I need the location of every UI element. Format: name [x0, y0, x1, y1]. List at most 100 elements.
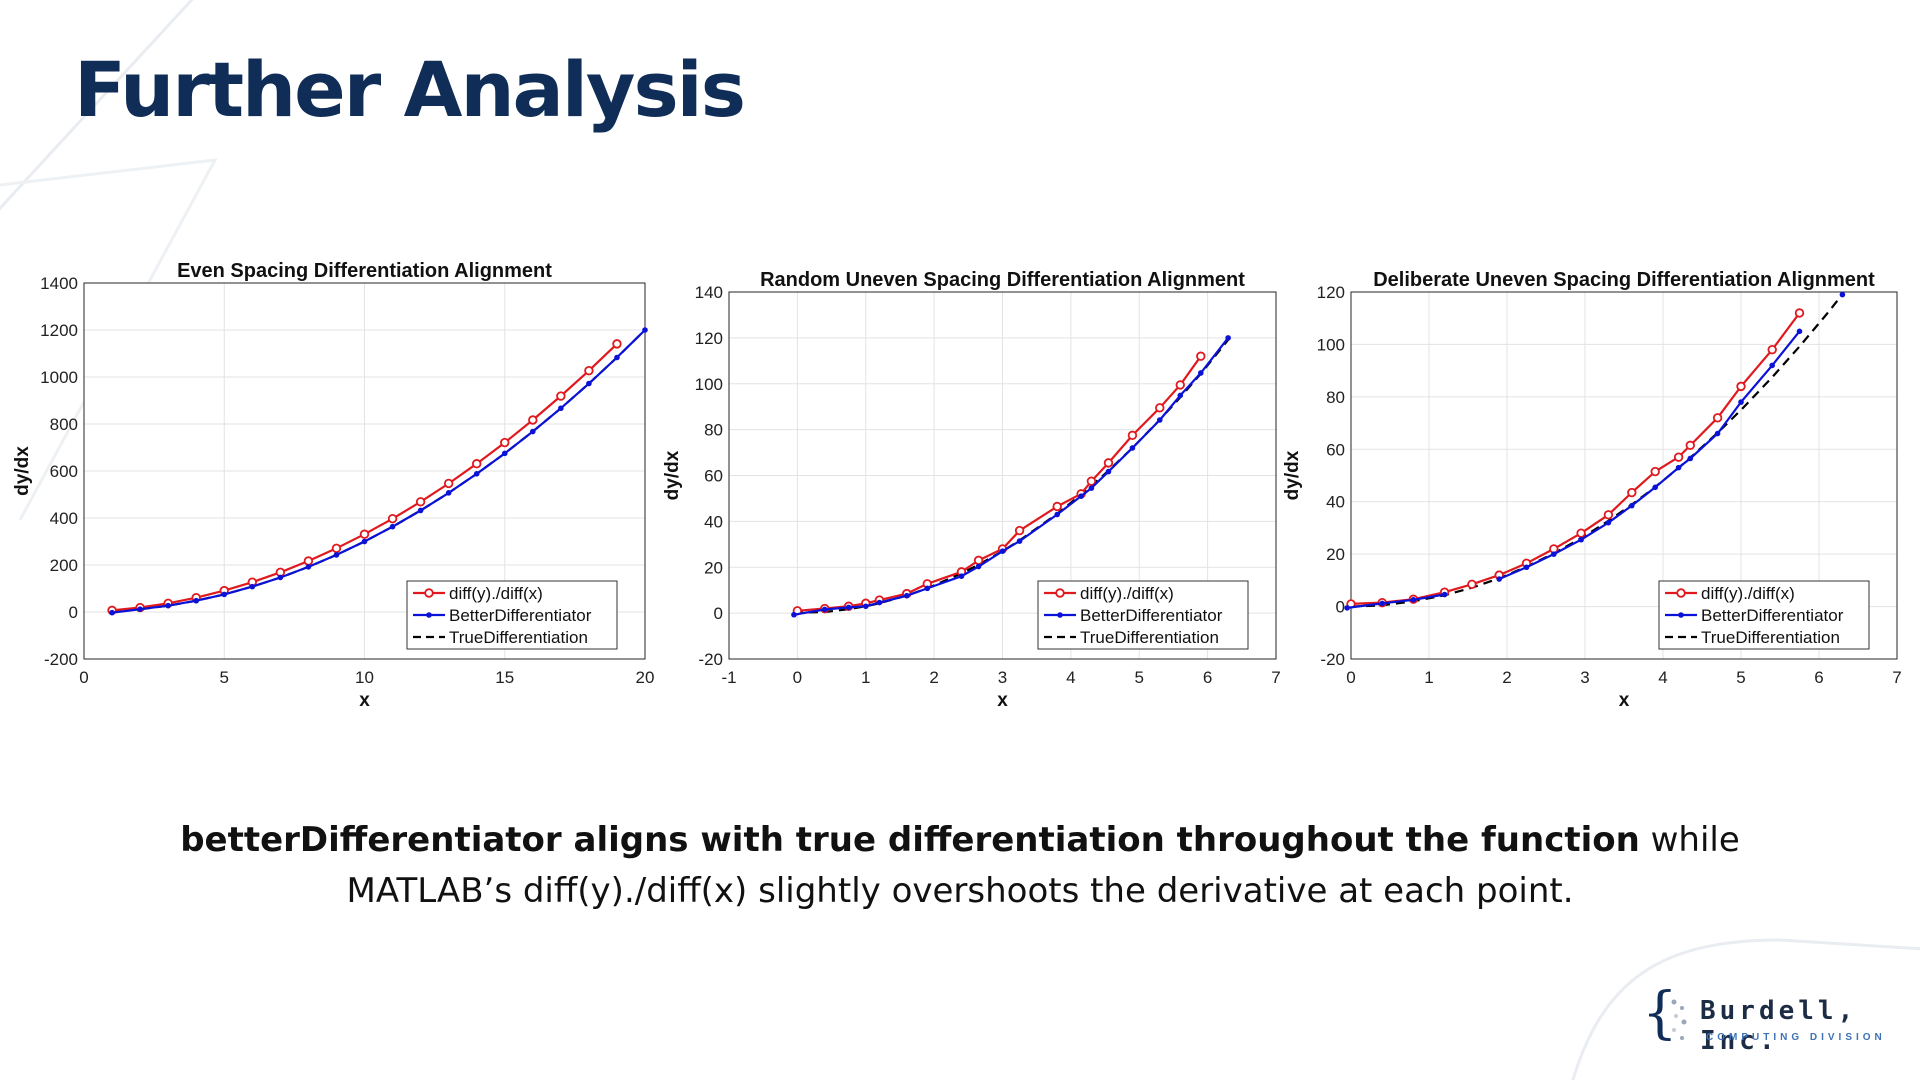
chart1-series-better-point: [1088, 485, 1095, 491]
chart0-x-tick-label: 15: [495, 668, 514, 687]
chart0-y-tick-label: -200: [44, 650, 78, 669]
chart1-y-tick-label: 140: [695, 283, 723, 302]
chart0-series-diff-point: [415, 497, 426, 507]
chart1-series-better-point: [999, 548, 1006, 554]
caption-bold: betterDifferentiator aligns with true di…: [180, 820, 1640, 860]
chart0-x-tick-label: 20: [636, 668, 655, 687]
chart0-series-diff-point: [556, 391, 566, 401]
chart1-series-better-point: [1197, 370, 1204, 376]
chart2-y-axis-label: dy/dx: [1282, 450, 1303, 500]
chart0-x-tick-label: 0: [79, 668, 88, 687]
chart0-series-better-point: [165, 602, 171, 609]
chart2-series-better-point: [1441, 591, 1448, 598]
chart-random-uneven-spacing-svg: -1 0 1 2 3 4 5 6 7 -20 0 20 40 60 80 100 120 140 Random Un…: [662, 269, 1281, 711]
chart1-series-better-point: [845, 604, 852, 611]
chart0-y-tick-label: 1000: [40, 368, 78, 387]
chart0-title: Even Spacing Differentiation Alignment: [177, 260, 552, 282]
chart1-series-diff-point: [973, 555, 984, 566]
chart1-x-tick-label: 6: [1203, 668, 1212, 687]
chart0-x-tick-label: 5: [220, 668, 229, 687]
chart1-series-better-point: [1105, 468, 1112, 475]
chart0-legend-label: BetterDifferentiator: [449, 606, 592, 625]
chart2-series-diff-point: [1736, 381, 1746, 392]
chart2-series-better-point: [1652, 484, 1658, 491]
chart2-axes-box: [1350, 291, 1898, 660]
chart2-series-diff-point: [1685, 440, 1695, 451]
chart1-series-better-point: [958, 573, 965, 579]
chart1-x-tick-label: 1: [861, 668, 870, 687]
chart1-series-better-point: [1156, 417, 1163, 423]
chart1-series-better-point: [1129, 445, 1136, 451]
chart0-series-diff-point: [359, 529, 370, 539]
chart2-legend-marker-better: [1678, 612, 1684, 618]
chart2-legend-label: diff(y)./diff(x): [1701, 584, 1795, 603]
chart2-x-tick-label: 5: [1736, 668, 1745, 687]
chart2-series-better-point: [1629, 502, 1635, 509]
chart2-x-tick-label: 0: [1346, 668, 1355, 687]
chart1-y-tick-label: 120: [695, 329, 723, 348]
chart1-y-tick-label: 40: [704, 512, 723, 531]
chart0-legend-marker-diff: [424, 588, 434, 598]
chart2-series-diff-point: [1603, 510, 1614, 520]
chart2-x-tick-label: 1: [1424, 668, 1433, 687]
chart2-series-diff-point: [1794, 308, 1805, 318]
chart1-axes-box: [728, 291, 1277, 660]
chart0-series-diff-point: [528, 415, 538, 425]
chart2-series-diff-point: [1467, 579, 1477, 589]
chart1-x-axis-label: x: [997, 690, 1008, 711]
chart1-series-better-point: [1016, 538, 1023, 544]
chart0-series-better-point: [109, 609, 115, 616]
chart1-series-diff-point: [1175, 380, 1185, 390]
chart2-series-better-line: [1346, 593, 1445, 609]
dots-icon: [1671, 999, 1687, 1040]
chart0-y-tick-label: 1200: [40, 321, 78, 340]
logo-name: Burdell, Inc.: [1700, 996, 1858, 1056]
chart1-series-diff-point: [1196, 351, 1206, 361]
chart2-series-better-point: [1605, 519, 1612, 526]
chart1-x-tick-label: -1: [721, 668, 736, 687]
chart2-series-diff-point: [1576, 528, 1586, 538]
chart2-series-better-point: [1687, 455, 1694, 462]
chart1-series-diff-point: [1052, 501, 1062, 512]
chart1-series-diff-point: [1014, 525, 1025, 536]
chart2-series-diff-point: [1673, 452, 1684, 462]
chart2-series-better-point: [1578, 536, 1584, 543]
chart1-series-diff-point: [1086, 476, 1097, 486]
chart2-series-diff-point: [1627, 487, 1637, 498]
chart2-series-better-point: [1551, 551, 1557, 557]
chart1-y-tick-label: -20: [698, 650, 723, 669]
chart2-y-tick-label: 120: [1317, 283, 1345, 302]
chart1-series-better-point: [1054, 511, 1060, 518]
chart0-series-better-point: [473, 471, 480, 477]
chart1-series-better-point: [1225, 335, 1231, 341]
chart0-y-tick-label: 600: [50, 462, 78, 481]
chart2-series-better-point: [1738, 399, 1744, 405]
chart1-legend-label: TrueDifferentiation: [1080, 628, 1219, 647]
slide-title: Further Analysis: [74, 45, 746, 134]
chart2-x-tick-label: 4: [1658, 668, 1667, 687]
chart1-series-better-point: [876, 599, 883, 606]
chart2-series-better-point: [1769, 362, 1775, 369]
chart2-series-better-point: [1675, 464, 1682, 471]
chart1-x-tick-label: 5: [1135, 668, 1144, 687]
chart0-series-better-point: [614, 354, 620, 361]
chart2-legend-label: BetterDifferentiator: [1701, 606, 1844, 625]
chart2-series-better-point: [1379, 600, 1385, 607]
chart0-series-diff-point: [303, 556, 314, 566]
caption: betterDifferentiator aligns with true di…: [110, 815, 1810, 917]
chart2-y-tick-label: 60: [1326, 440, 1345, 459]
chart2-x-tick-label: 2: [1502, 668, 1511, 687]
chart0-series-better-point: [530, 428, 536, 435]
chart0-y-axis-label: dy/dx: [12, 446, 33, 496]
chart1-series-better-point: [1078, 493, 1084, 499]
logo-subtitle: COMPUTING DIVISION: [1706, 1032, 1886, 1043]
chart0-y-tick-label: 200: [50, 556, 78, 575]
chart-even-spacing: 0 5 10 15 20 -200 0 200 400 600 800 1000 1200 1400 Eve…: [0, 245, 660, 725]
chart2-x-tick-label: 3: [1580, 668, 1589, 687]
chart2-series-better-point: [1796, 328, 1803, 335]
chart1-legend-marker-diff: [1055, 588, 1065, 598]
chart-deliberate-uneven-spacing: 0 1 2 3 4 5 6 7 -20 0 20 40 60 80 100 120 Deliberate Une…: [1270, 245, 1920, 725]
chart0-series-better-point: [417, 507, 424, 514]
chart2-series-true-line: [1350, 293, 1844, 608]
